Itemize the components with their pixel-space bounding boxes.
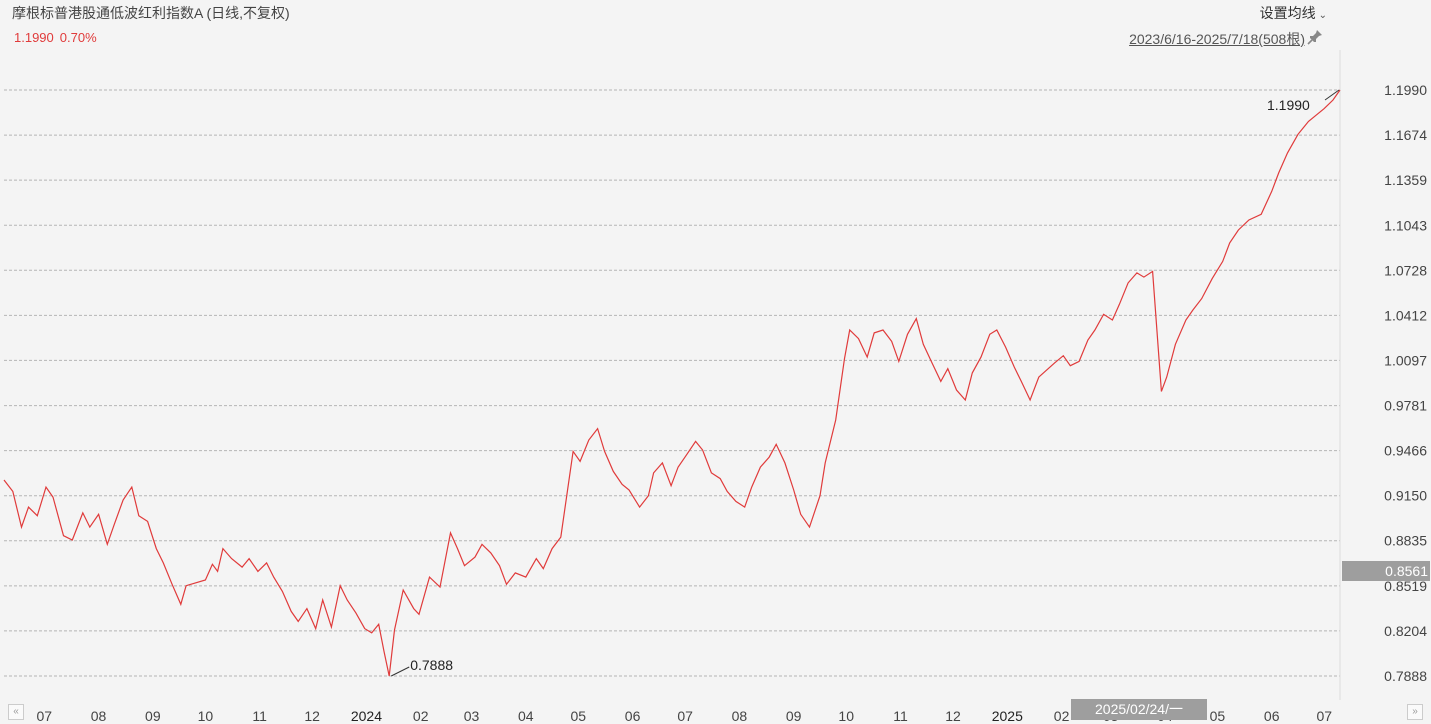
- y-tick-label: 0.9781: [1384, 398, 1427, 414]
- x-tick-label: 09: [786, 708, 802, 724]
- last-price: 1.1990: [14, 30, 54, 45]
- y-tick-label: 0.8835: [1384, 533, 1427, 549]
- cursor-date-label: 2025/02/24/一: [1071, 699, 1207, 720]
- ma-settings-label: 设置均线: [1259, 5, 1316, 21]
- x-tick-label: 08: [732, 708, 748, 724]
- x-tick-label: 10: [198, 708, 214, 724]
- y-tick-label: 1.1674: [1384, 127, 1427, 143]
- x-tick-label: 11: [893, 708, 908, 724]
- annotation-label: 1.1990: [1267, 97, 1310, 113]
- y-tick-label: 0.9150: [1384, 488, 1427, 504]
- x-tick-label: 07: [1316, 708, 1332, 724]
- cursor-price-label: 0.8561: [1342, 561, 1430, 581]
- y-tick-label: 1.1990: [1384, 82, 1427, 98]
- x-tick-label: 09: [145, 708, 161, 724]
- double-chevron-right-icon[interactable]: »: [1407, 704, 1423, 720]
- x-tick-label: 12: [945, 708, 961, 724]
- annotation-arrow: [390, 666, 410, 677]
- x-tick-label: 04: [518, 708, 534, 724]
- x-tick-label: 06: [1264, 708, 1280, 724]
- pin-icon[interactable]: [1307, 29, 1323, 45]
- x-tick-label: 07: [36, 708, 52, 724]
- date-range-link[interactable]: 2023/6/16-2025/7/18(508根): [1129, 31, 1305, 47]
- y-axis-labels: 1.1990 1.1674 1.1359 1.1043 1.0728 1.0412 1.00…: [1384, 82, 1427, 684]
- y-tick-label: 0.7888: [1384, 668, 1427, 684]
- x-tick-label: 2024: [351, 708, 382, 724]
- x-tick-label: 2025: [992, 708, 1023, 724]
- x-tick-label: 02: [1054, 708, 1070, 724]
- change-percent: 0.70%: [59, 30, 97, 45]
- series-line: [3, 89, 1341, 677]
- x-tick-label: 10: [838, 708, 854, 724]
- y-tick-label: 0.8519: [1384, 578, 1427, 594]
- x-tick-label: 08: [91, 708, 107, 724]
- y-tick-label: 0.9466: [1384, 443, 1427, 459]
- y-tick-label: 0.8204: [1384, 623, 1427, 639]
- y-tick-label: 1.0097: [1384, 352, 1427, 368]
- grid-lines: [4, 50, 1341, 700]
- x-tick-label: 02: [413, 708, 429, 724]
- y-tick-label: 1.0412: [1384, 307, 1427, 323]
- x-tick-label: 07: [677, 708, 693, 724]
- x-tick-label: 03: [464, 708, 480, 724]
- x-tick-label: 11: [252, 708, 267, 724]
- y-tick-label: 1.0728: [1384, 262, 1427, 278]
- annotations: 0.7888 1.1990: [390, 89, 1340, 677]
- x-tick-label: 06: [625, 708, 641, 724]
- price-readout: 1.1990 0.70%: [14, 30, 103, 45]
- y-tick-label: 1.1043: [1384, 217, 1427, 233]
- x-tick-label: 12: [304, 708, 320, 724]
- annotation-arrow: [1324, 89, 1340, 101]
- y-tick-label: 1.1359: [1384, 172, 1427, 188]
- x-tick-label: 05: [1210, 708, 1226, 724]
- x-tick-label: 05: [571, 708, 587, 724]
- double-chevron-left-icon[interactable]: «: [8, 704, 24, 720]
- annotation-label: 0.7888: [410, 657, 453, 673]
- x-axis-labels: 07 08 09 10 11 12 2024 02 03 04 05 06 07 08 09 10 11 12 20…: [36, 708, 1332, 724]
- chevron-down-icon: ⌄: [1318, 10, 1327, 21]
- chart-title: 摩根标普港股通低波红利指数A (日线,不复权): [12, 5, 290, 21]
- ma-settings-button[interactable]: 设置均线 ⌄: [1260, 3, 1327, 23]
